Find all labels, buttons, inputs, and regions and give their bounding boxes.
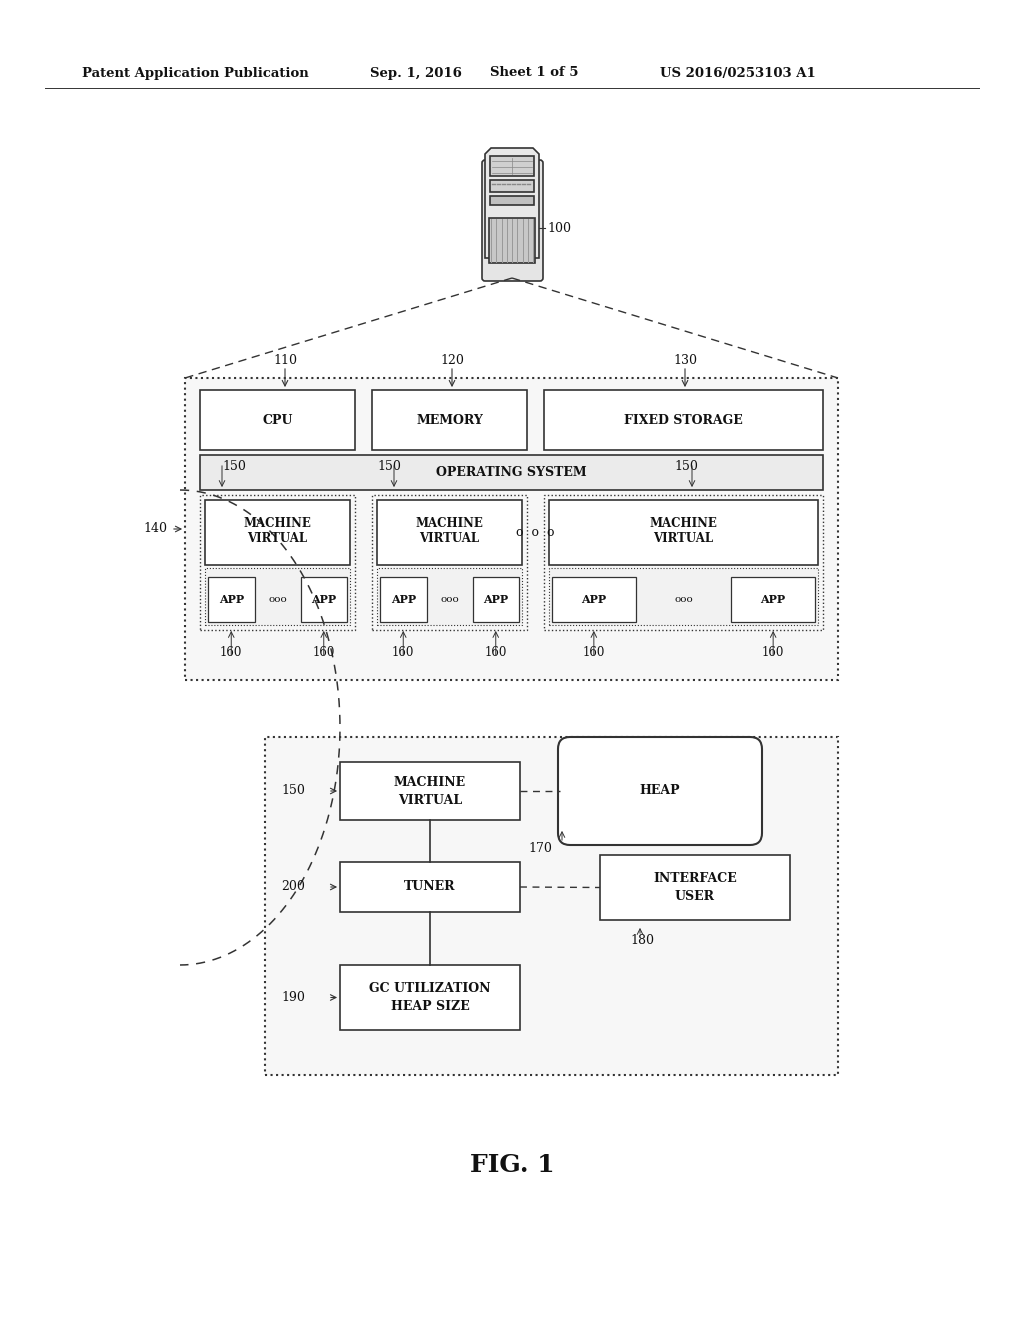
- Text: 130: 130: [673, 354, 697, 367]
- FancyBboxPatch shape: [482, 160, 543, 281]
- Text: 160: 160: [484, 645, 507, 659]
- FancyBboxPatch shape: [200, 455, 823, 490]
- Text: FIG. 1: FIG. 1: [470, 1152, 554, 1177]
- FancyBboxPatch shape: [372, 495, 527, 630]
- Text: APP: APP: [311, 594, 336, 605]
- Text: ooo: ooo: [440, 595, 459, 605]
- FancyBboxPatch shape: [490, 156, 534, 176]
- Text: VIRTUAL: VIRTUAL: [398, 793, 462, 807]
- Text: 180: 180: [630, 933, 654, 946]
- FancyBboxPatch shape: [731, 577, 815, 622]
- FancyBboxPatch shape: [490, 195, 534, 205]
- Text: MACHINE: MACHINE: [649, 517, 718, 531]
- Text: FIXED STORAGE: FIXED STORAGE: [624, 413, 742, 426]
- FancyBboxPatch shape: [300, 577, 347, 622]
- FancyBboxPatch shape: [377, 500, 522, 565]
- Text: 150: 150: [222, 461, 246, 474]
- Text: ooo: ooo: [674, 595, 693, 605]
- FancyBboxPatch shape: [340, 862, 520, 912]
- FancyBboxPatch shape: [549, 500, 818, 565]
- Text: 200: 200: [282, 880, 305, 894]
- FancyBboxPatch shape: [265, 737, 838, 1074]
- Text: VIRTUAL: VIRTUAL: [653, 532, 714, 545]
- Text: ooo: ooo: [268, 595, 287, 605]
- Text: 110: 110: [273, 354, 297, 367]
- FancyBboxPatch shape: [205, 500, 350, 565]
- Text: USER: USER: [675, 890, 715, 903]
- Text: 140: 140: [143, 523, 167, 536]
- FancyBboxPatch shape: [552, 577, 636, 622]
- Text: 160: 160: [762, 645, 784, 659]
- FancyBboxPatch shape: [472, 577, 519, 622]
- FancyBboxPatch shape: [205, 568, 350, 624]
- Text: Sep. 1, 2016: Sep. 1, 2016: [370, 66, 462, 79]
- FancyBboxPatch shape: [340, 965, 520, 1030]
- Text: OPERATING SYSTEM: OPERATING SYSTEM: [436, 466, 587, 479]
- Text: MEMORY: MEMORY: [416, 413, 483, 426]
- FancyBboxPatch shape: [544, 495, 823, 630]
- Text: TUNER: TUNER: [404, 880, 456, 894]
- FancyBboxPatch shape: [489, 218, 535, 263]
- Text: US 2016/0253103 A1: US 2016/0253103 A1: [660, 66, 816, 79]
- FancyBboxPatch shape: [544, 389, 823, 450]
- FancyBboxPatch shape: [340, 762, 520, 820]
- FancyBboxPatch shape: [380, 577, 427, 622]
- FancyBboxPatch shape: [185, 378, 838, 680]
- FancyBboxPatch shape: [558, 737, 762, 845]
- FancyBboxPatch shape: [372, 389, 527, 450]
- FancyBboxPatch shape: [377, 568, 522, 624]
- Text: 190: 190: [282, 991, 305, 1005]
- Text: CPU: CPU: [262, 413, 293, 426]
- FancyBboxPatch shape: [600, 855, 790, 920]
- Text: VIRTUAL: VIRTUAL: [420, 532, 479, 545]
- Polygon shape: [485, 148, 539, 257]
- Text: 160: 160: [220, 645, 243, 659]
- FancyBboxPatch shape: [200, 389, 355, 450]
- Text: MACHINE: MACHINE: [244, 517, 311, 531]
- Text: 160: 160: [312, 645, 335, 659]
- Text: INTERFACE: INTERFACE: [653, 873, 737, 884]
- Text: APP: APP: [219, 594, 244, 605]
- Text: MACHINE: MACHINE: [416, 517, 483, 531]
- Text: 170: 170: [528, 842, 552, 854]
- Text: o  o  o: o o o: [516, 525, 555, 539]
- Text: 150: 150: [674, 461, 698, 474]
- Text: Sheet 1 of 5: Sheet 1 of 5: [490, 66, 579, 79]
- Text: MACHINE: MACHINE: [394, 776, 466, 789]
- Text: Patent Application Publication: Patent Application Publication: [82, 66, 309, 79]
- Text: 150: 150: [377, 461, 400, 474]
- FancyBboxPatch shape: [490, 180, 534, 191]
- FancyBboxPatch shape: [208, 577, 255, 622]
- Text: HEAP SIZE: HEAP SIZE: [390, 1001, 469, 1012]
- Text: 160: 160: [392, 645, 415, 659]
- Text: APP: APP: [483, 594, 508, 605]
- Text: VIRTUAL: VIRTUAL: [248, 532, 307, 545]
- Text: HEAP: HEAP: [640, 784, 680, 797]
- Text: APP: APP: [761, 594, 785, 605]
- Text: 150: 150: [282, 784, 305, 797]
- FancyBboxPatch shape: [549, 568, 818, 624]
- Text: APP: APP: [582, 594, 606, 605]
- Text: APP: APP: [391, 594, 416, 605]
- Text: 160: 160: [583, 645, 605, 659]
- FancyBboxPatch shape: [200, 495, 355, 630]
- Text: 120: 120: [440, 354, 464, 367]
- Text: GC UTILIZATION: GC UTILIZATION: [370, 982, 490, 995]
- Text: 100: 100: [547, 222, 571, 235]
